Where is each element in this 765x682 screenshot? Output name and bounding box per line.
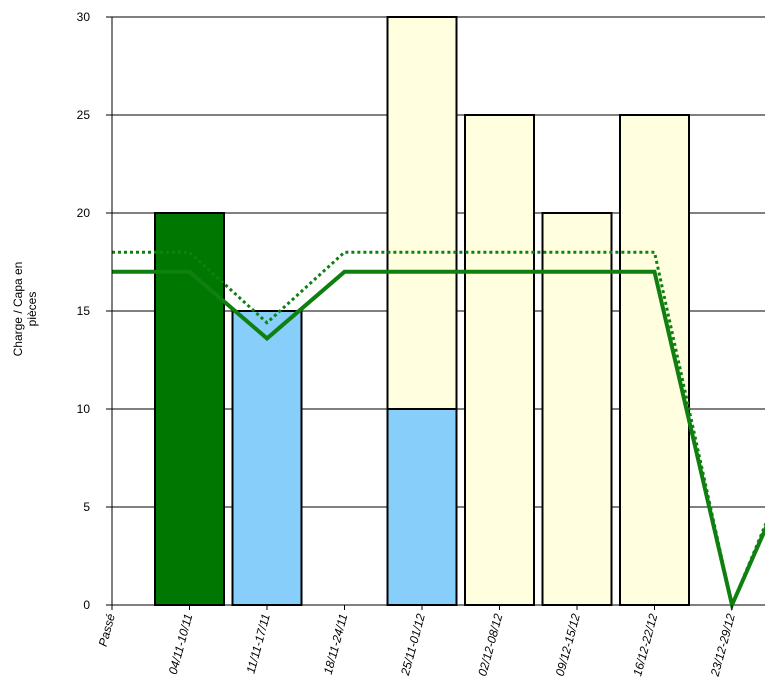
y-tick-label: 0 [83, 598, 90, 612]
bar [231, 310, 303, 606]
x-tick-label: 11/11-17/11 [243, 612, 272, 675]
x-tick-label: 02/12-08/12 [475, 612, 505, 678]
x-tick-label: 18/11-24/11 [321, 612, 351, 676]
bar [386, 16, 458, 410]
y-tick-label: 30 [77, 10, 91, 24]
bars [154, 16, 690, 606]
y-tick-label: 10 [77, 402, 91, 416]
line [112, 250, 765, 610]
y-tick-label: 20 [77, 206, 91, 220]
x-tick-label: Passé [96, 612, 118, 648]
bar [541, 212, 613, 606]
y-tick-label: 25 [77, 108, 91, 122]
x-tick-label: 04/11-10/11 [166, 612, 196, 676]
x-tick-label: 09/12-15/12 [553, 612, 583, 678]
bar [619, 114, 690, 606]
x-tick-label: 16/12-22/12 [630, 612, 660, 678]
lines [112, 250, 765, 612]
y-axis-label: Charge / Capa en pièces [11, 261, 39, 357]
y-tick-label: 5 [83, 500, 90, 514]
x-tick-label: 23/12-29/12 [708, 612, 738, 679]
bar [464, 114, 535, 606]
bar [386, 408, 458, 606]
line [112, 269, 765, 612]
y-tick-label: 15 [77, 304, 91, 318]
x-tick-label: 25/11-01/12 [398, 612, 428, 678]
